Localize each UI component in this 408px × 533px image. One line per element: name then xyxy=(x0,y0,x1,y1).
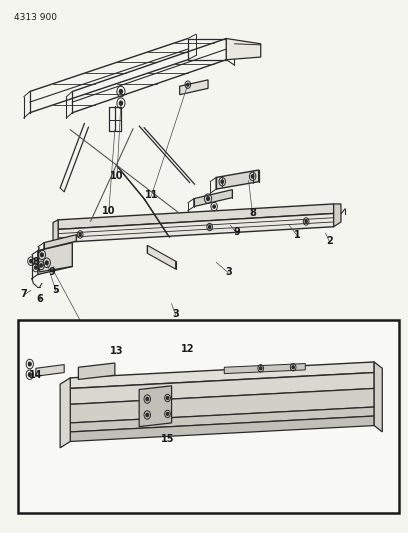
Circle shape xyxy=(208,225,211,229)
Polygon shape xyxy=(60,378,70,448)
Text: 3: 3 xyxy=(172,309,179,319)
Text: 10: 10 xyxy=(102,206,115,216)
Circle shape xyxy=(221,180,224,183)
Polygon shape xyxy=(180,80,208,95)
Circle shape xyxy=(120,90,122,94)
Circle shape xyxy=(166,397,169,399)
Polygon shape xyxy=(70,362,374,389)
Polygon shape xyxy=(70,373,374,405)
Bar xyxy=(18,319,399,513)
Polygon shape xyxy=(58,204,334,229)
Circle shape xyxy=(259,367,262,370)
Text: 9: 9 xyxy=(49,267,55,277)
Text: 15: 15 xyxy=(161,434,174,444)
Polygon shape xyxy=(53,220,58,243)
Polygon shape xyxy=(147,245,175,269)
Text: 3: 3 xyxy=(225,267,232,277)
Circle shape xyxy=(40,253,43,257)
Polygon shape xyxy=(70,416,374,441)
Text: 9: 9 xyxy=(233,227,240,237)
Polygon shape xyxy=(216,170,259,189)
Text: 8: 8 xyxy=(32,257,39,267)
Circle shape xyxy=(29,362,31,366)
Text: 12: 12 xyxy=(181,344,195,354)
Circle shape xyxy=(35,266,37,269)
Circle shape xyxy=(207,197,209,200)
Polygon shape xyxy=(194,190,233,207)
Text: 2: 2 xyxy=(326,236,333,246)
Polygon shape xyxy=(70,389,374,423)
Text: 1: 1 xyxy=(294,230,301,240)
Text: 10: 10 xyxy=(110,172,124,181)
Circle shape xyxy=(213,205,215,208)
Polygon shape xyxy=(78,363,115,379)
Circle shape xyxy=(40,264,42,267)
Circle shape xyxy=(305,220,307,223)
Text: 5: 5 xyxy=(53,285,60,295)
Polygon shape xyxy=(139,386,172,426)
Text: 11: 11 xyxy=(144,190,158,200)
Polygon shape xyxy=(334,204,341,227)
Text: 13: 13 xyxy=(110,346,124,357)
Polygon shape xyxy=(36,365,64,376)
Polygon shape xyxy=(224,364,305,374)
Circle shape xyxy=(120,101,122,105)
Polygon shape xyxy=(58,214,334,243)
Circle shape xyxy=(166,413,169,415)
Text: 6: 6 xyxy=(36,294,43,304)
Text: 4: 4 xyxy=(83,326,90,336)
Circle shape xyxy=(292,366,294,369)
Circle shape xyxy=(146,414,149,417)
Circle shape xyxy=(29,373,31,376)
Circle shape xyxy=(79,233,81,236)
Text: 7: 7 xyxy=(20,289,27,299)
Circle shape xyxy=(30,260,32,263)
Circle shape xyxy=(45,261,48,264)
Circle shape xyxy=(146,398,149,401)
Polygon shape xyxy=(226,38,261,60)
Text: 14: 14 xyxy=(29,370,42,380)
Polygon shape xyxy=(44,235,76,249)
Polygon shape xyxy=(374,362,382,432)
Circle shape xyxy=(187,83,189,86)
Polygon shape xyxy=(38,243,72,274)
Text: 8: 8 xyxy=(249,208,256,219)
Text: 4313 900: 4313 900 xyxy=(13,13,57,22)
Circle shape xyxy=(251,175,254,178)
Polygon shape xyxy=(70,407,374,432)
